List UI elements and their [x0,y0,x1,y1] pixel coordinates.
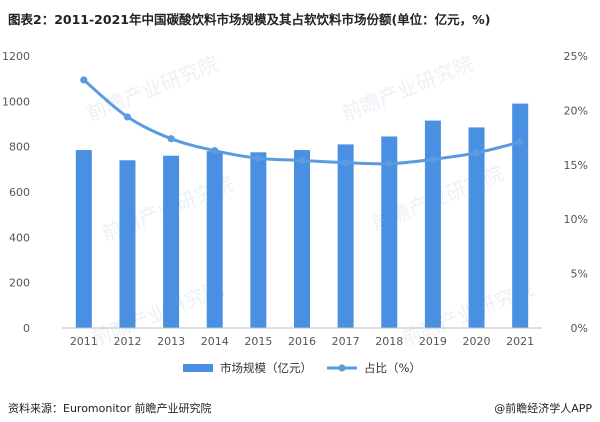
left-tick-label-1: 200 [9,277,30,290]
legend-line-marker [338,364,346,372]
bar-2012 [119,160,136,328]
watermark-text-1: 前瞻产业研究院 [338,51,477,126]
brand-credit: @前瞻经济学人APP [494,402,592,415]
bar-2020 [468,127,485,329]
share-point-2019 [429,155,437,163]
bar-series [75,103,529,329]
right-tick-label-4: 20% [564,104,588,117]
x-axis-ticks: 2011 2012 2013 2014 2015 2016 2017 2018 2019 2020… [70,335,534,348]
share-point-2013 [167,135,175,143]
right-tick-label-1: 5% [571,268,588,281]
legend-bar-swatch [183,364,213,372]
chart-title: 图表2：2011-2021年中国碳酸饮料市场规模及其占软饮料市场份额(单位：亿元… [8,12,491,27]
share-point-2017 [342,159,350,167]
x-tick-label-2021: 2021 [506,335,534,348]
bar-2017 [337,144,354,328]
bar-2021 [512,103,529,328]
line-series [80,76,524,168]
chart: 前瞻产业研究院前瞻产业研究院前瞻产业研究院前瞻产业研究院前瞻产业研究院前瞻产业研… [2,50,588,375]
bar-2016 [294,150,310,328]
bar-2013 [163,155,180,328]
x-tick-label-2020: 2020 [463,335,491,348]
x-tick-label-2012: 2012 [113,335,141,348]
x-tick-label-2014: 2014 [201,335,229,348]
share-point-2012 [123,113,132,121]
x-tick-label-2013: 2013 [157,335,185,348]
source-note: 资料来源：Euromonitor 前瞻产业研究院 [8,402,212,415]
x-tick-label-2017: 2017 [332,335,360,348]
share-point-2011 [80,76,88,84]
share-point-2021 [516,138,524,146]
share-point-2018 [385,160,393,168]
bar-2014 [206,151,223,328]
legend-line-label: 占比（%） [364,361,421,375]
legend: 市场规模（亿元） 占比（%） [183,361,421,375]
left-tick-label-2: 400 [9,231,30,244]
watermark-text-0: 前瞻产业研究院 [83,51,222,126]
bar-2011 [75,150,92,328]
share-point-2016 [298,156,306,165]
left-tick-label-4: 800 [9,141,30,154]
x-tick-label-2015: 2015 [244,335,272,348]
left-axis-ticks: 0 200 400 600 800 1000 1200 [2,50,30,335]
x-tick-label-2019: 2019 [419,335,447,348]
x-tick-label-2011: 2011 [70,335,98,348]
left-tick-label-3: 600 [9,186,30,199]
share-point-2015 [254,154,262,162]
bar-2015 [250,152,267,328]
legend-bar-label: 市场规模（亿元） [220,361,312,375]
right-axis-ticks: 0% 5% 10% 15% 20% 25% [564,50,588,335]
right-tick-label-3: 15% [564,159,588,172]
bar-2019 [424,120,441,328]
share-point-2020 [472,149,481,157]
bar-2018 [381,136,398,328]
x-tick-label-2018: 2018 [375,335,403,348]
right-tick-label-0: 0% [571,322,588,335]
share-point-2014 [211,147,219,155]
right-tick-label-5: 25% [564,50,588,63]
x-tick-label-2016: 2016 [288,335,316,348]
right-tick-label-2: 10% [564,213,588,226]
left-tick-label-6: 1200 [2,50,30,63]
left-tick-label-0: 0 [23,322,30,335]
left-tick-label-5: 1000 [2,95,30,108]
